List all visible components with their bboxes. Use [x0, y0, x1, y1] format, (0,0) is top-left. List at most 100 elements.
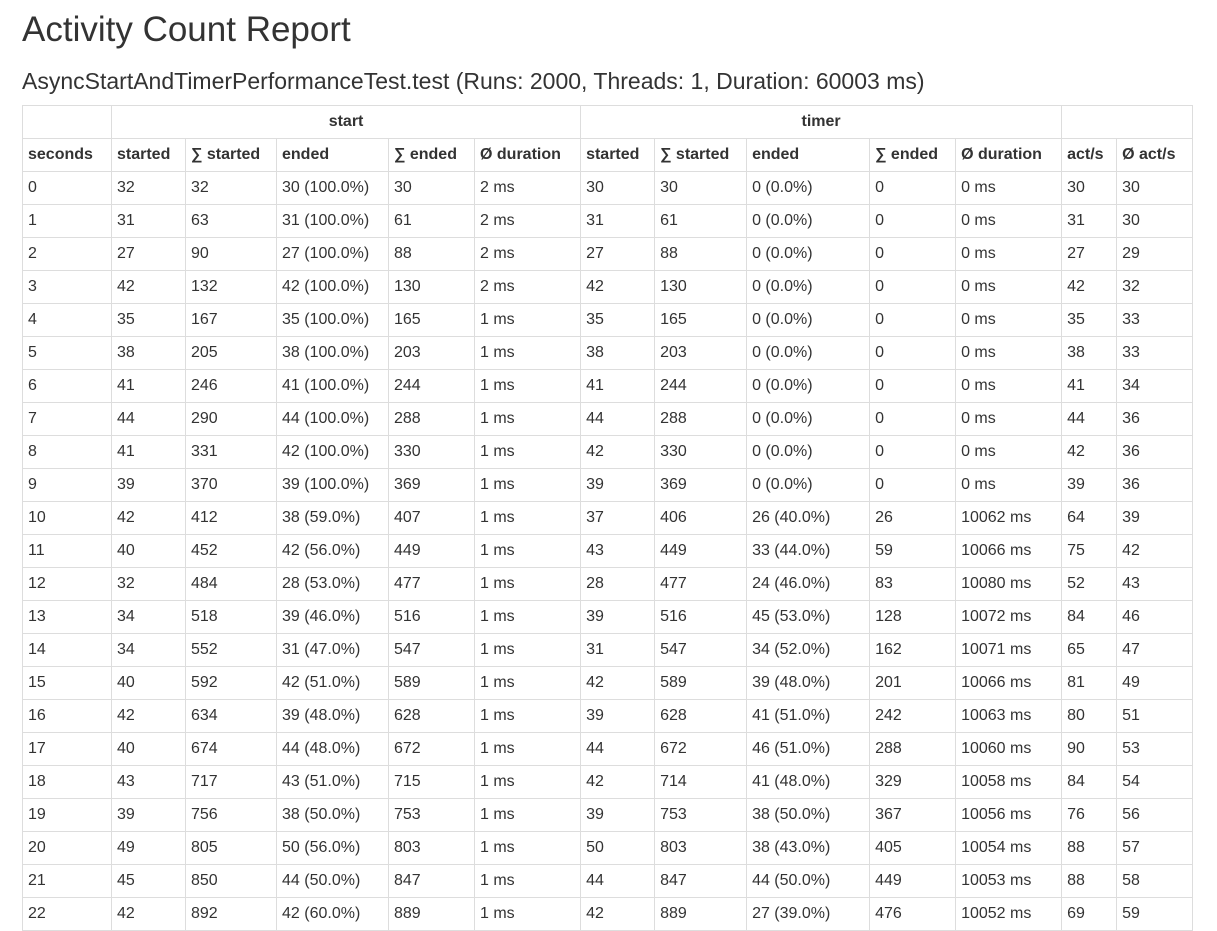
table-cell-timer-sum-started: 477	[654, 567, 748, 601]
table-cell-timer-sum-ended: 0	[869, 402, 957, 436]
table-row: 22 42 892 42 (60.0%) 889 1 ms 42 889 27 (39.0%) 4…	[22, 897, 1194, 931]
table-cell-seconds: 6	[22, 369, 112, 403]
table-cell-act-per-s: 76	[1061, 798, 1118, 832]
table-cell-start-started: 41	[111, 435, 186, 469]
group-header-start: start	[110, 105, 582, 139]
column-header-timer-ended: ended	[746, 138, 871, 172]
table-cell-seconds: 22	[22, 897, 112, 931]
table-cell-timer-sum-started: 165	[654, 303, 748, 337]
table-row: 8 41 331 42 (100.0%) 330 1 ms 42 330 0 (0.0%) 0 0 …	[22, 435, 1194, 469]
table-cell-seconds: 10	[22, 501, 112, 535]
table-body: 0 32 32 30 (100.0%) 30 2 ms 30 30 0 (0.0%) 0 0 ms 3…	[22, 171, 1194, 931]
table-row: 5 38 205 38 (100.0%) 203 1 ms 38 203 0 (0.0%) 0 0 …	[22, 336, 1194, 370]
table-cell-act-per-s: 84	[1061, 600, 1118, 634]
table-cell-start-sum-started: 246	[185, 369, 277, 403]
table-cell-start-ended: 30 (100.0%)	[276, 171, 389, 205]
table-cell-timer-ended: 0 (0.0%)	[746, 468, 871, 502]
table-cell-timer-ended: 46 (51.0%)	[746, 732, 871, 766]
table-cell-timer-ended: 0 (0.0%)	[746, 435, 871, 469]
table-cell-start-sum-ended: 130	[388, 270, 475, 304]
table-cell-timer-sum-started: 889	[654, 897, 748, 931]
table-cell-timer-ended: 0 (0.0%)	[746, 204, 871, 238]
table-cell-timer-sum-started: 516	[654, 600, 748, 634]
table-cell-start-sum-started: 552	[185, 633, 277, 667]
table-cell-start-avg-duration: 1 ms	[473, 765, 582, 799]
table-cell-start-sum-started: 717	[185, 765, 277, 799]
table-cell-start-sum-ended: 889	[388, 897, 475, 931]
table-cell-avg-act-per-s: 47	[1116, 633, 1194, 667]
table-cell-start-avg-duration: 1 ms	[473, 468, 582, 502]
table-row: 4 35 167 35 (100.0%) 165 1 ms 35 165 0 (0.0%) 0 0 …	[22, 303, 1194, 337]
table-cell-act-per-s: 27	[1061, 237, 1118, 271]
table-cell-timer-ended: 41 (51.0%)	[746, 699, 871, 733]
table-row: 15 40 592 42 (51.0%) 589 1 ms 42 589 39 (48.0%) 2…	[22, 666, 1194, 700]
table-cell-timer-avg-duration: 10053 ms	[955, 864, 1063, 898]
table-cell-avg-act-per-s: 36	[1116, 468, 1194, 502]
table-cell-avg-act-per-s: 51	[1116, 699, 1194, 733]
group-header-timer: timer	[580, 105, 1063, 139]
table-cell-start-sum-ended: 715	[388, 765, 475, 799]
table-cell-avg-act-per-s: 57	[1116, 831, 1194, 865]
table-cell-timer-sum-started: 88	[654, 237, 748, 271]
table-cell-timer-started: 42	[580, 666, 656, 700]
table-cell-start-sum-started: 412	[185, 501, 277, 535]
table-cell-start-sum-ended: 407	[388, 501, 475, 535]
table-cell-timer-started: 44	[580, 864, 656, 898]
column-header-start-ended: ended	[276, 138, 389, 172]
table-cell-timer-avg-duration: 10071 ms	[955, 633, 1063, 667]
column-header-act-per-s: act/s	[1061, 138, 1118, 172]
table-cell-act-per-s: 35	[1061, 303, 1118, 337]
table-cell-timer-ended: 0 (0.0%)	[746, 369, 871, 403]
table-row: 3 42 132 42 (100.0%) 130 2 ms 42 130 0 (0.0%) 0 0 …	[22, 270, 1194, 304]
table-row: 12 32 484 28 (53.0%) 477 1 ms 28 477 24 (46.0%) 8…	[22, 567, 1194, 601]
table-cell-timer-sum-started: 628	[654, 699, 748, 733]
table-cell-start-started: 41	[111, 369, 186, 403]
table-cell-timer-sum-started: 330	[654, 435, 748, 469]
table-cell-start-avg-duration: 2 ms	[473, 237, 582, 271]
table-cell-act-per-s: 69	[1061, 897, 1118, 931]
table-row: 14 34 552 31 (47.0%) 547 1 ms 31 547 34 (52.0%) 1…	[22, 633, 1194, 667]
table-cell-act-per-s: 41	[1061, 369, 1118, 403]
table-cell-timer-ended: 26 (40.0%)	[746, 501, 871, 535]
column-header-start-started: started	[111, 138, 186, 172]
table-cell-avg-act-per-s: 32	[1116, 270, 1194, 304]
table-cell-start-ended: 38 (59.0%)	[276, 501, 389, 535]
table-cell-timer-ended: 33 (44.0%)	[746, 534, 871, 568]
table-cell-start-sum-started: 452	[185, 534, 277, 568]
table-cell-seconds: 18	[22, 765, 112, 799]
table-row: 13 34 518 39 (46.0%) 516 1 ms 39 516 45 (53.0%) 1…	[22, 600, 1194, 634]
table-cell-timer-avg-duration: 0 ms	[955, 402, 1063, 436]
table-cell-start-started: 40	[111, 732, 186, 766]
table-cell-seconds: 1	[22, 204, 112, 238]
table-cell-seconds: 13	[22, 600, 112, 634]
table-cell-timer-ended: 41 (48.0%)	[746, 765, 871, 799]
table-cell-timer-sum-started: 589	[654, 666, 748, 700]
table-cell-start-started: 35	[111, 303, 186, 337]
table-cell-start-ended: 38 (100.0%)	[276, 336, 389, 370]
table-cell-start-started: 34	[111, 600, 186, 634]
table-cell-timer-sum-ended: 0	[869, 204, 957, 238]
table-cell-start-avg-duration: 1 ms	[473, 369, 582, 403]
table-cell-timer-started: 28	[580, 567, 656, 601]
table-cell-timer-started: 42	[580, 897, 656, 931]
table-cell-start-avg-duration: 1 ms	[473, 831, 582, 865]
table-cell-timer-ended: 24 (46.0%)	[746, 567, 871, 601]
table-cell-start-ended: 42 (60.0%)	[276, 897, 389, 931]
table-cell-act-per-s: 38	[1061, 336, 1118, 370]
table-cell-start-started: 27	[111, 237, 186, 271]
table-cell-start-avg-duration: 1 ms	[473, 633, 582, 667]
table-cell-timer-sum-ended: 26	[869, 501, 957, 535]
table-cell-timer-ended: 0 (0.0%)	[746, 171, 871, 205]
table-cell-timer-started: 39	[580, 699, 656, 733]
table-cell-timer-sum-ended: 0	[869, 336, 957, 370]
table-cell-start-started: 39	[111, 468, 186, 502]
table-cell-start-started: 45	[111, 864, 186, 898]
table-cell-start-sum-started: 331	[185, 435, 277, 469]
table-cell-seconds: 19	[22, 798, 112, 832]
table-cell-timer-sum-ended: 405	[869, 831, 957, 865]
table-cell-avg-act-per-s: 30	[1116, 204, 1194, 238]
table-cell-start-sum-ended: 477	[388, 567, 475, 601]
table-cell-seconds: 20	[22, 831, 112, 865]
table-cell-timer-sum-ended: 449	[869, 864, 957, 898]
table-cell-timer-sum-ended: 0	[869, 369, 957, 403]
